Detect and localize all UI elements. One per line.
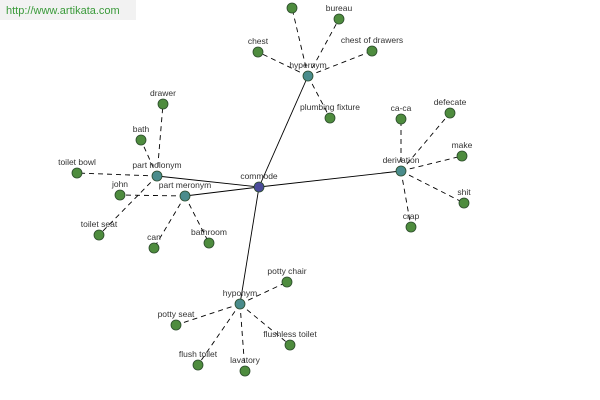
edge: [239, 186, 260, 305]
dashed-edge: [307, 18, 340, 77]
leaf-node-label: drawer: [150, 88, 176, 98]
leaf-node-label: bureau: [326, 3, 353, 13]
leaf-node-label: potty chair: [267, 266, 306, 276]
hub-node-label: part holonym: [132, 160, 181, 170]
hub-node-label: hypernym: [289, 60, 326, 70]
dashed-edge: [400, 112, 451, 172]
dashed-edge: [98, 175, 158, 236]
leaf-node: [284, 339, 296, 351]
leaf-node: [71, 167, 83, 179]
leaf-node-label: can: [147, 232, 161, 242]
hub-node: [179, 190, 191, 202]
edge: [156, 175, 260, 188]
hub-node-label: hyponym: [223, 288, 258, 298]
leaf-node-label: toilet seat: [81, 219, 118, 229]
leaf-node: [286, 2, 298, 14]
dashed-edge: [239, 303, 291, 346]
leaf-node-label: toilet bowl: [58, 157, 96, 167]
leaf-node-label: plumbing fixture: [300, 102, 360, 112]
leaf-node-label: flushless toilet: [263, 329, 317, 339]
leaf-node: [456, 150, 468, 162]
leaf-node-label: bath: [133, 124, 150, 134]
dashed-edge: [175, 303, 241, 326]
leaf-node-label: lavatory: [230, 355, 261, 365]
leaf-node: [444, 107, 456, 119]
leaf-node: [324, 112, 336, 124]
dashed-edge: [400, 170, 412, 228]
leaf-node: [252, 46, 264, 58]
center-node-label: commode: [240, 171, 278, 181]
hub-node: [234, 298, 246, 310]
leaf-node-label: defecate: [434, 97, 467, 107]
dashed-edge: [153, 195, 186, 249]
leaf-node: [157, 98, 169, 110]
leaf-node-label: chest of drawers: [341, 35, 403, 45]
leaf-node-label: shit: [457, 187, 471, 197]
leaf-node: [135, 134, 147, 146]
leaf-node: [203, 237, 215, 249]
leaf-node-label: john: [111, 179, 128, 189]
hub-node: [302, 70, 314, 82]
dashed-edge: [291, 7, 309, 77]
leaf-node-label: flush toilet: [179, 349, 218, 359]
dashed-edge: [119, 194, 186, 197]
leaf-node: [93, 229, 105, 241]
leaf-node-label: chest: [248, 36, 269, 46]
leaf-node-label: make: [452, 140, 473, 150]
leaf-node: [366, 45, 378, 57]
hub-node: [151, 170, 163, 182]
edge: [258, 170, 402, 188]
leaf-node: [395, 113, 407, 125]
dashed-edge: [257, 51, 309, 77]
edge: [258, 75, 309, 188]
dashed-edge: [197, 303, 241, 366]
hub-node: [395, 165, 407, 177]
hub-node-label: part meronym: [159, 180, 211, 190]
dashed-edge: [156, 103, 164, 177]
edge: [184, 186, 260, 197]
hub-node-label: derivation: [383, 155, 420, 165]
leaf-node: [148, 242, 160, 254]
leaf-node: [114, 189, 126, 201]
leaf-node: [458, 197, 470, 209]
dashed-edge: [239, 303, 246, 372]
leaf-node: [281, 276, 293, 288]
center-node: [253, 181, 265, 193]
dashed-edge: [140, 139, 158, 177]
leaf-node: [192, 359, 204, 371]
leaf-node-label: bathroom: [191, 227, 227, 237]
leaf-node: [333, 13, 345, 25]
leaf-node-label: crap: [403, 211, 420, 221]
dashed-edge: [400, 155, 463, 172]
dashed-edge: [307, 75, 331, 119]
site-url: http://www.artikata.com: [0, 0, 136, 20]
dashed-edge: [400, 170, 465, 204]
leaf-node-label: potty seat: [158, 309, 195, 319]
leaf-node-label: ca-ca: [391, 103, 412, 113]
dashed-edge: [76, 172, 158, 177]
dashed-edge: [307, 50, 373, 77]
leaf-node: [405, 221, 417, 233]
leaf-node: [170, 319, 182, 331]
leaf-node: [239, 365, 251, 377]
